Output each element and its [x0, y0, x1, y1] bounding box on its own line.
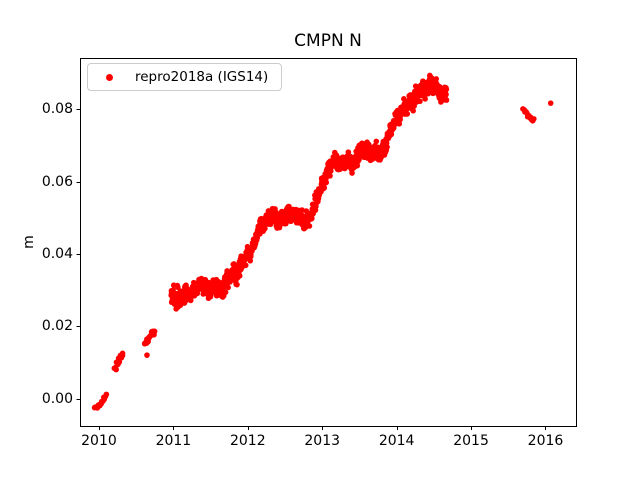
x-tick-label-2014: 2014 [378, 433, 415, 449]
chart-title: CMPN N [294, 31, 362, 51]
y-tick-label-0.00: 0.00 [41, 390, 73, 407]
x-tick-label-2010: 2010 [81, 433, 117, 449]
y-tick-label-0.06: 0.06 [41, 173, 73, 190]
x-tick-label-2011: 2011 [155, 433, 192, 449]
x-tick-label-2012: 2012 [229, 433, 266, 449]
legend-marker-dot-icon [106, 73, 113, 81]
legend-entry-label: repro2018a (IGS14) [135, 69, 269, 85]
x-tick-label-2016: 2016 [527, 433, 564, 449]
x-tick-label-2013: 2013 [304, 433, 341, 449]
x-tick-label-2015: 2015 [453, 433, 489, 449]
y-tick-label-0.02: 0.02 [41, 318, 73, 335]
y-tick-label-0.08: 0.08 [41, 101, 73, 118]
legend: repro2018a (IGS14) [87, 63, 282, 91]
y-tick-label-0.04: 0.04 [41, 245, 73, 262]
